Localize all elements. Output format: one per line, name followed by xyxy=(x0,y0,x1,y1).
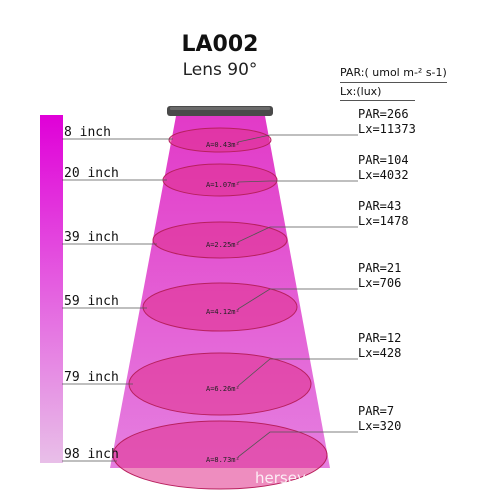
units-legend: PAR:( umol m-² s-1) Lx:(lux) xyxy=(340,64,447,101)
coverage-ellipse xyxy=(142,282,298,332)
par-value: PAR=7 xyxy=(358,404,394,418)
distance-gradient-bar xyxy=(40,115,63,463)
coverage-ellipse xyxy=(112,420,328,490)
lux-value: Lx=1478 xyxy=(358,214,409,228)
par-value: PAR=12 xyxy=(358,331,401,345)
value-leader-line xyxy=(237,180,358,183)
par-value: PAR=104 xyxy=(358,153,409,167)
coverage-ellipse xyxy=(162,163,278,197)
distance-label: 59 inch xyxy=(64,294,119,309)
distance-label: 79 inch xyxy=(64,370,119,385)
lens-angle-label: Lens 90° xyxy=(182,60,258,80)
distance-label: 20 inch xyxy=(64,166,119,181)
par-value: PAR=266 xyxy=(358,107,409,121)
par-value: PAR=43 xyxy=(358,199,401,213)
distance-label: 98 inch xyxy=(64,447,119,462)
lamp-head-rim xyxy=(170,107,270,110)
lux-value: Lx=706 xyxy=(358,276,401,290)
lux-value: Lx=11373 xyxy=(358,122,416,136)
distance-label: 8 inch xyxy=(64,125,111,140)
lux-value: Lx=4032 xyxy=(358,168,409,182)
coverage-ellipse xyxy=(128,352,312,416)
value-leader-line xyxy=(237,288,358,310)
par-value: PAR=21 xyxy=(358,261,401,275)
value-leader-line xyxy=(237,226,358,243)
area-label: A=1.07m² xyxy=(206,181,240,189)
value-leader-line xyxy=(237,431,358,458)
area-label: A=0.43m² xyxy=(206,141,240,149)
area-label: A=2.25m² xyxy=(206,241,240,249)
par-unit-label: PAR:( umol m-² s-1) xyxy=(340,64,447,83)
level-6: 98 inch A=8.73m² PAR=7Lx=320 xyxy=(62,404,401,490)
coverage-ellipse xyxy=(152,221,288,259)
value-leader-line xyxy=(237,134,358,143)
diagram-title: LA002 xyxy=(181,32,259,57)
distance-label: 39 inch xyxy=(64,230,119,245)
watermark-text: herseyqin.store.bossgoo.com xyxy=(255,469,475,487)
lx-unit-label: Lx:(lux) xyxy=(340,83,416,101)
area-label: A=6.26m² xyxy=(206,385,240,393)
lux-value: Lx=428 xyxy=(358,346,401,360)
value-leader-line xyxy=(237,358,358,387)
area-label: A=4.12m² xyxy=(206,308,240,316)
coverage-ellipse xyxy=(168,127,272,153)
lux-value: Lx=320 xyxy=(358,419,401,433)
area-label: A=8.73m² xyxy=(206,456,240,464)
